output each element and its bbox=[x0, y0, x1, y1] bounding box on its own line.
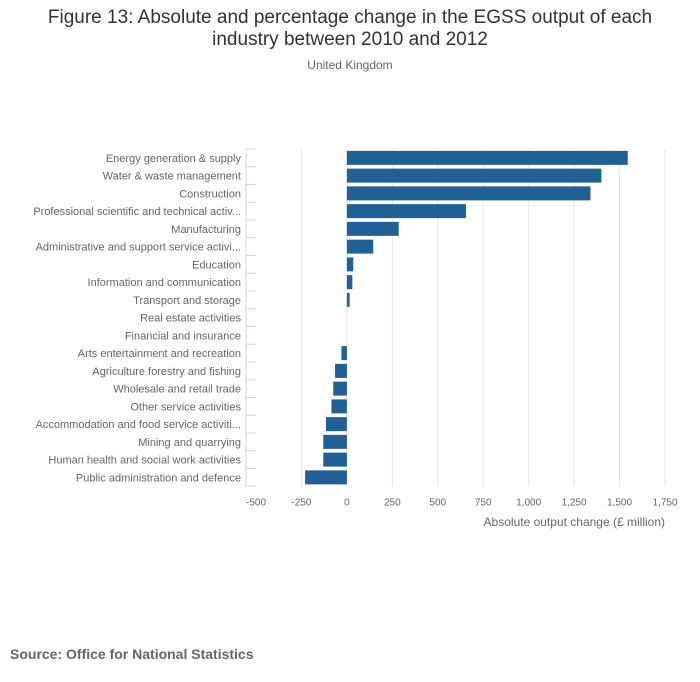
x-tick-label: 750 bbox=[475, 497, 492, 508]
bar[interactable] bbox=[305, 470, 347, 485]
x-tick-label: 1,500 bbox=[607, 497, 632, 508]
x-tick-label: 250 bbox=[384, 497, 401, 508]
bar[interactable] bbox=[331, 399, 347, 414]
x-tick-label: 1,000 bbox=[516, 497, 541, 508]
category-label: Water & waste management bbox=[103, 171, 241, 183]
bar[interactable] bbox=[323, 434, 347, 449]
bar[interactable] bbox=[346, 239, 374, 254]
category-label: Financial and insurance bbox=[125, 330, 241, 342]
category-label: Arts entertainment and recreation bbox=[78, 348, 241, 360]
chart-subtitle: United Kingdom bbox=[307, 58, 393, 72]
category-label: Other service activities bbox=[130, 401, 241, 413]
category-label: Real estate activities bbox=[140, 313, 241, 325]
bar[interactable] bbox=[346, 150, 628, 165]
category-label: Construction bbox=[179, 188, 241, 200]
category-label: Information and communication bbox=[88, 277, 241, 289]
category-label: Professional scientific and technical ac… bbox=[33, 206, 241, 218]
bar[interactable] bbox=[346, 257, 354, 272]
x-axis-title: Absolute output change (£ million) bbox=[484, 515, 665, 529]
bar[interactable] bbox=[323, 452, 347, 467]
bar[interactable] bbox=[346, 186, 591, 201]
chart-title: Figure 13: Absolute and percentage chang… bbox=[47, 7, 653, 50]
x-tick-label: 500 bbox=[429, 497, 446, 508]
category-axis: Energy generation & supply Water & waste … bbox=[33, 148, 256, 487]
category-label: Administrative and support service activ… bbox=[36, 242, 241, 254]
x-tick-label: -250 bbox=[291, 497, 311, 508]
bar[interactable] bbox=[346, 292, 350, 307]
x-tick-label: 1,250 bbox=[562, 497, 587, 508]
x-tick-label: 0 bbox=[344, 497, 350, 508]
bar[interactable] bbox=[346, 275, 353, 290]
x-axis-ticks: -500 -250 0 250 500 750 1,000 1,250 1,500 1,750 bbox=[246, 497, 678, 508]
bar[interactable] bbox=[346, 221, 399, 236]
bar[interactable] bbox=[333, 381, 347, 396]
source-note: Source: Office for National Statistics bbox=[10, 646, 254, 662]
x-tick-label: -500 bbox=[246, 497, 266, 508]
bar[interactable] bbox=[325, 417, 347, 432]
bars bbox=[305, 150, 628, 485]
category-label: Manufacturing bbox=[171, 224, 241, 236]
bar[interactable] bbox=[341, 346, 347, 361]
category-label: Human health and social work activities bbox=[48, 455, 241, 467]
category-label: Energy generation & supply bbox=[106, 153, 242, 165]
category-label: Accommodation and food service activiti.… bbox=[36, 419, 241, 431]
x-tick-label: 1,750 bbox=[652, 497, 677, 508]
category-label: Public administration and defence bbox=[76, 472, 241, 484]
category-label: Transport and storage bbox=[133, 295, 241, 307]
category-label: Mining and quarrying bbox=[138, 437, 241, 449]
category-label: Wholesale and retail trade bbox=[113, 384, 241, 396]
bar[interactable] bbox=[346, 168, 602, 183]
category-label: Agriculture forestry and fishing bbox=[92, 366, 241, 378]
bar[interactable] bbox=[346, 204, 466, 219]
category-label: Education bbox=[192, 259, 241, 271]
gridlines bbox=[300, 149, 666, 487]
bar[interactable] bbox=[335, 363, 347, 378]
